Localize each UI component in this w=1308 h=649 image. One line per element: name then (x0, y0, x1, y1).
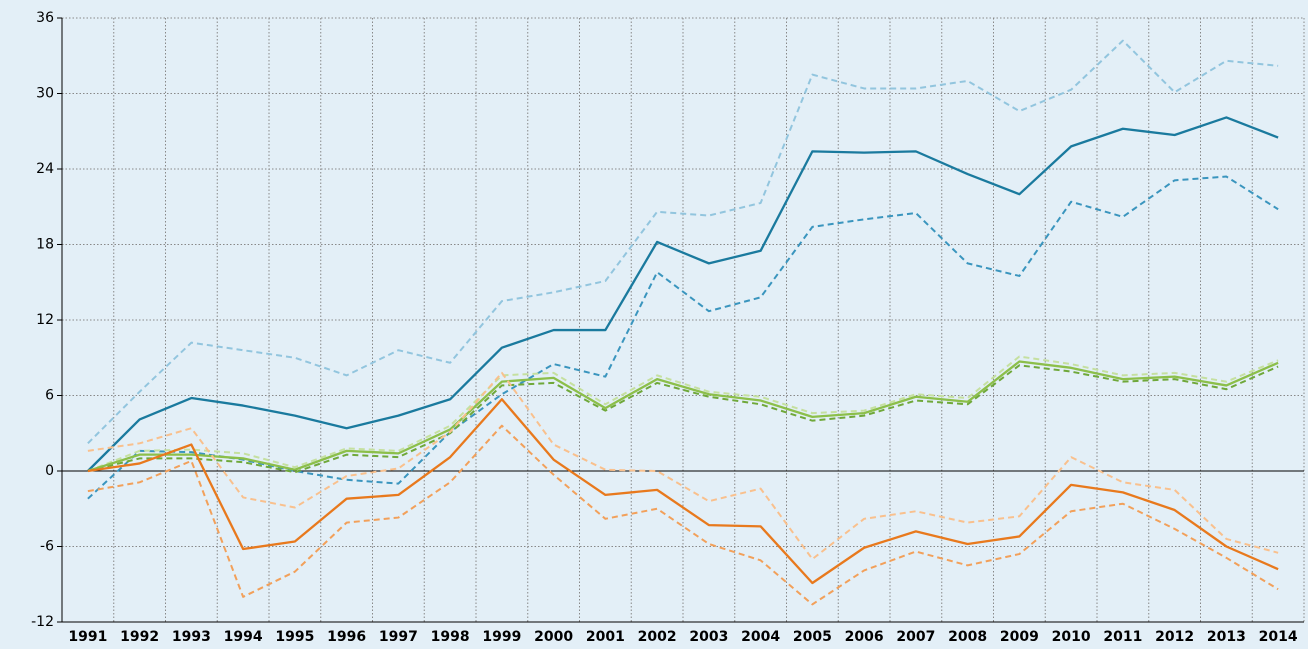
y-tick-label: 12 (36, 312, 54, 328)
x-tick-label: 2011 (1103, 629, 1142, 645)
series-line (87, 175, 1279, 500)
y-tick-label: 30 (36, 86, 54, 102)
x-tick-label: 2002 (638, 629, 677, 645)
x-tick-label: 2009 (1000, 629, 1039, 645)
series-line (87, 398, 1279, 585)
y-tick-label: 18 (36, 237, 54, 253)
y-tick-label: 6 (45, 388, 54, 404)
y-tick-label: 0 (45, 463, 54, 479)
series-line (87, 364, 1279, 474)
x-tick-label: 2003 (689, 629, 728, 645)
y-tick-label: 24 (36, 161, 54, 177)
series-line (87, 424, 1279, 606)
x-tick-label: 2006 (845, 629, 884, 645)
x-tick-label: 2010 (1052, 629, 1091, 645)
x-tick-label: 2007 (896, 629, 935, 645)
series-line (87, 360, 1279, 473)
x-tick-label: 2005 (793, 629, 832, 645)
x-tick-label: 2013 (1207, 629, 1246, 645)
x-tick-label: 1991 (68, 629, 107, 645)
x-tick-label: 1992 (120, 629, 159, 645)
x-tick-label: 2000 (534, 629, 573, 645)
x-tick-label: 2014 (1259, 629, 1298, 645)
y-tick-label: 36 (36, 10, 54, 26)
x-tick-label: 1999 (482, 629, 521, 645)
series-line (87, 355, 1279, 472)
x-tick-label: 2004 (741, 629, 780, 645)
x-tick-label: 2001 (586, 629, 625, 645)
x-tick-label: 1993 (172, 629, 211, 645)
x-tick-label: 2012 (1155, 629, 1194, 645)
x-tick-label: 1995 (275, 629, 314, 645)
series-line (87, 116, 1279, 472)
x-tick-label: 1998 (431, 629, 470, 645)
series-line (87, 39, 1279, 445)
x-tick-label: 2008 (948, 629, 987, 645)
y-tick-label: -12 (31, 614, 54, 630)
x-tick-label: 1994 (224, 629, 263, 645)
x-tick-label: 1997 (379, 629, 418, 645)
x-tick-label: 1996 (327, 629, 366, 645)
y-tick-label: -6 (40, 539, 54, 555)
